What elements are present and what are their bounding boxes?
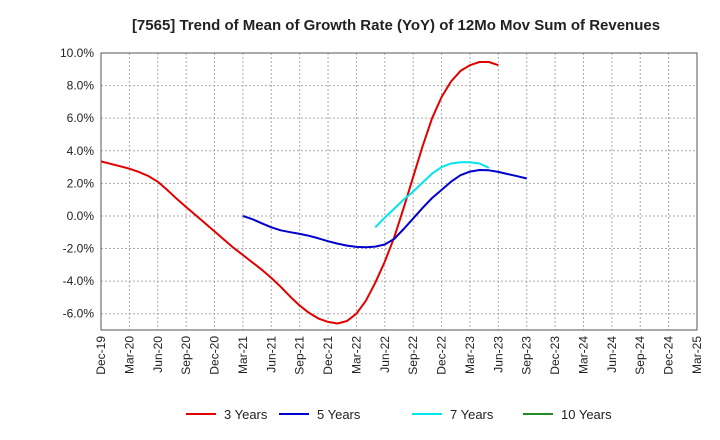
x-tick-label: Mar-24 — [576, 336, 590, 374]
y-tick-label: 0.0% — [67, 209, 95, 223]
x-tick-label: Mar-21 — [236, 336, 250, 374]
series-line-3-years — [100, 61, 499, 325]
y-tick-label: -4.0% — [63, 274, 95, 288]
legend-label: 5 Years — [317, 407, 361, 422]
y-tick-label: 10.0% — [60, 46, 94, 60]
y-axis: 10.0% 8.0% 6.0% 4.0% 2.0% 0.0% -2.0% -4.0% -6.0% — [60, 46, 94, 321]
legend: 3 Years 5 Years 7 Years 10 Years — [186, 407, 612, 422]
grid — [101, 52, 697, 330]
plot-frame — [100, 52, 698, 331]
y-tick-label: 2.0% — [67, 176, 95, 190]
y-tick-label: 6.0% — [67, 111, 95, 125]
x-tick-label: Dec-23 — [548, 336, 562, 375]
x-tick-label: Dec-24 — [662, 336, 676, 375]
x-tick-label: Dec-20 — [208, 336, 222, 375]
x-tick-label: Mar-23 — [463, 336, 477, 374]
y-tick-label: -2.0% — [63, 242, 95, 256]
x-tick-label: Sep-21 — [293, 336, 307, 375]
x-tick-label: Sep-20 — [179, 336, 193, 375]
y-tick-label: 8.0% — [67, 79, 95, 93]
y-tick-label: 4.0% — [67, 144, 95, 158]
x-tick-label: Dec-22 — [435, 336, 449, 375]
x-tick-label: Jun-24 — [605, 336, 619, 373]
x-axis: Dec-19 Mar-20 Jun-20 Sep-20 Dec-20 Mar-21 Jun-… — [94, 336, 704, 375]
x-tick-label: Mar-22 — [349, 336, 363, 374]
x-tick-label: Jun-22 — [378, 336, 392, 373]
series-lines — [100, 61, 527, 325]
x-tick-label: Sep-23 — [520, 336, 534, 375]
y-tick-label: -6.0% — [63, 307, 95, 321]
legend-label: 3 Years — [224, 407, 268, 422]
x-tick-label: Dec-21 — [321, 336, 335, 375]
x-tick-label: Jun-20 — [151, 336, 165, 373]
x-tick-label: Mar-25 — [690, 336, 704, 374]
x-tick-label: Jun-23 — [491, 336, 505, 373]
legend-label: 10 Years — [561, 407, 612, 422]
x-tick-label: Sep-22 — [406, 336, 420, 375]
x-tick-label: Sep-24 — [633, 336, 647, 375]
series-line-7-years — [374, 161, 490, 228]
chart-title: [7565] Trend of Mean of Growth Rate (YoY… — [132, 17, 660, 34]
x-tick-label: Dec-19 — [94, 336, 108, 375]
series-line-5-years — [242, 169, 527, 249]
legend-label: 7 Years — [450, 407, 494, 422]
x-tick-label: Mar-20 — [122, 336, 136, 374]
x-tick-label: Jun-21 — [264, 336, 278, 373]
